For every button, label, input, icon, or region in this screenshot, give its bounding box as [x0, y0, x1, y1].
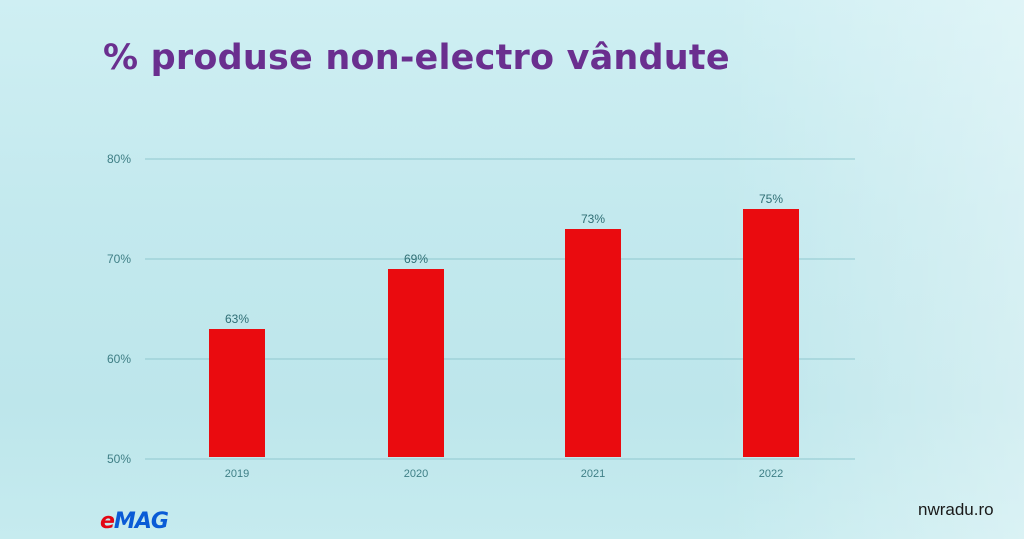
x-tick-label: 2022: [759, 468, 783, 480]
bar-2020: [388, 269, 444, 457]
data-label: 69%: [404, 252, 428, 266]
x-tick-label: 2019: [225, 468, 249, 480]
bar-2019: [209, 329, 265, 457]
gridlines: [145, 158, 855, 460]
bar-2021: [565, 229, 621, 457]
x-axis-ticks: 2019 2020 2021 2022: [225, 468, 783, 480]
emag-logo: eMAG: [100, 509, 169, 534]
bars: 63% 69% 73% 75%: [209, 192, 799, 457]
y-tick-label: 50%: [107, 452, 131, 466]
y-tick-label: 60%: [107, 352, 131, 366]
y-axis-ticks: 50% 60% 70% 80%: [107, 152, 131, 466]
data-label: 75%: [759, 192, 783, 206]
data-label: 63%: [225, 312, 249, 326]
y-tick-label: 70%: [107, 252, 131, 266]
x-tick-label: 2021: [581, 468, 605, 480]
data-label: 73%: [581, 212, 605, 226]
bar-2022: [743, 209, 799, 457]
watermark: nwradu.ro: [918, 500, 994, 519]
y-tick-label: 80%: [107, 152, 131, 166]
x-tick-label: 2020: [404, 468, 428, 480]
chart-title: % produse non-electro vândute: [103, 38, 730, 78]
